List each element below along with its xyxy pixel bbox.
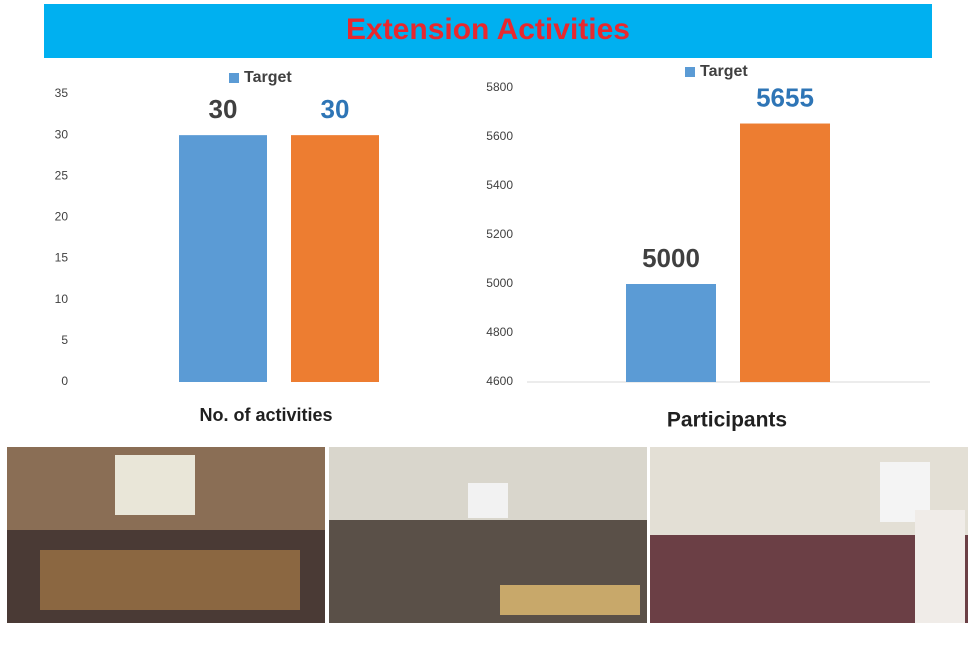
x-axis-label: No. of activities bbox=[199, 405, 332, 425]
x-axis-label: Participants bbox=[667, 409, 787, 432]
legend-label: Target bbox=[700, 63, 748, 80]
value-label: 30 bbox=[321, 94, 350, 124]
y-tick-label: 30 bbox=[55, 127, 69, 141]
photo bbox=[7, 447, 325, 623]
y-tick-label: 10 bbox=[55, 292, 69, 306]
title-banner bbox=[44, 4, 932, 58]
y-tick-label: 5400 bbox=[486, 178, 513, 192]
y-tick-label: 20 bbox=[55, 210, 69, 224]
y-tick-label: 5000 bbox=[486, 276, 513, 290]
y-tick-label: 4600 bbox=[486, 374, 513, 388]
bar bbox=[626, 284, 716, 382]
value-label: 5655 bbox=[756, 82, 814, 112]
bar bbox=[179, 135, 267, 382]
photo bbox=[329, 447, 647, 623]
y-tick-label: 5800 bbox=[486, 80, 513, 94]
bar bbox=[740, 123, 830, 383]
y-tick-label: 5 bbox=[61, 333, 68, 347]
y-tick-label: 4800 bbox=[486, 325, 513, 339]
y-tick-label: 0 bbox=[61, 374, 68, 388]
y-tick-label: 35 bbox=[55, 86, 69, 100]
value-label: 5000 bbox=[642, 243, 700, 273]
y-tick-label: 5200 bbox=[486, 227, 513, 241]
bar bbox=[291, 135, 379, 382]
legend-swatch bbox=[685, 67, 695, 77]
y-tick-label: 15 bbox=[55, 251, 69, 265]
slide-title: Extension Activities bbox=[346, 13, 630, 46]
legend-label: Target bbox=[244, 69, 292, 86]
photo bbox=[650, 447, 968, 623]
y-tick-label: 25 bbox=[55, 168, 69, 182]
legend-swatch bbox=[229, 73, 239, 83]
y-tick-label: 5600 bbox=[486, 129, 513, 143]
value-label: 30 bbox=[209, 94, 238, 124]
